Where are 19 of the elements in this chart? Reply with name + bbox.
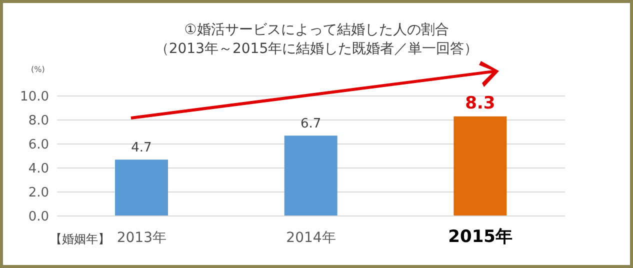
bar	[115, 160, 168, 216]
y-tick-label: 0.0	[28, 210, 49, 225]
y-tick-label: 2.0	[28, 186, 49, 201]
chart-title: ①婚活サービスによって結婚した人の割合	[183, 21, 450, 40]
y-tick-label: 4.0	[28, 162, 49, 177]
y-tick-label: 6.0	[28, 138, 49, 153]
x-tick-label: 2014年	[286, 230, 336, 246]
bar	[284, 136, 338, 216]
chart-subtitle: （2013年～2015年に結婚した既婚者／単一回答）	[154, 40, 480, 59]
bar	[454, 116, 507, 216]
y-tick-label: 8.0	[28, 114, 49, 129]
y-tick-label: 10.0	[20, 90, 49, 105]
data-label: 6.7	[300, 116, 322, 132]
x-tick-label: 2015年	[448, 227, 512, 247]
x-axis-title: 【婚姻年】	[50, 231, 110, 248]
y-axis-title: (%)	[31, 65, 45, 74]
x-tick-label: 2013年	[116, 230, 166, 246]
data-label: 8.3	[465, 93, 496, 114]
data-label: 4.7	[131, 140, 152, 156]
